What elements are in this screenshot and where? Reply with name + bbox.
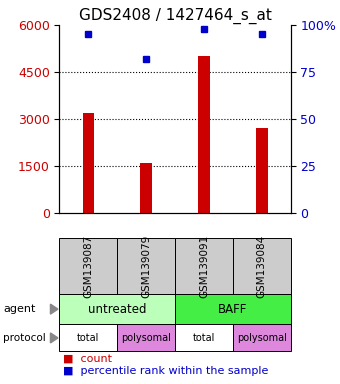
Text: total: total [77, 333, 100, 343]
Bar [198, 56, 210, 213]
Text: BAFF: BAFF [218, 303, 248, 316]
Text: total: total [193, 333, 215, 343]
Text: GSM139087: GSM139087 [83, 234, 94, 298]
Polygon shape [50, 333, 58, 343]
Title: GDS2408 / 1427464_s_at: GDS2408 / 1427464_s_at [79, 7, 272, 23]
Bar [256, 128, 268, 213]
Polygon shape [50, 304, 58, 314]
Text: protocol: protocol [3, 333, 46, 343]
Text: agent: agent [3, 304, 36, 314]
Text: GSM139084: GSM139084 [257, 234, 267, 298]
Text: polysomal: polysomal [237, 333, 287, 343]
Bar [83, 113, 94, 213]
Text: GSM139079: GSM139079 [141, 234, 151, 298]
Text: untreated: untreated [88, 303, 147, 316]
Text: ■  count: ■ count [63, 354, 112, 364]
Text: GSM139091: GSM139091 [199, 234, 209, 298]
Text: polysomal: polysomal [121, 333, 171, 343]
Bar [140, 163, 152, 213]
Text: ■  percentile rank within the sample: ■ percentile rank within the sample [63, 366, 268, 376]
